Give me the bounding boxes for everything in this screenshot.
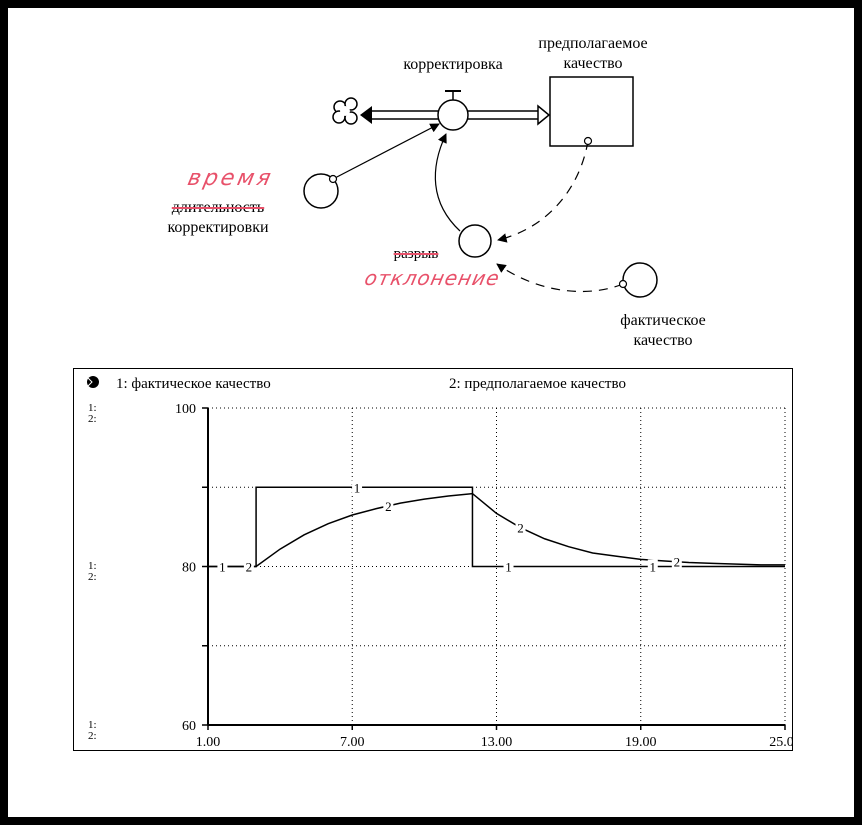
series-1-marker: 1: [219, 560, 226, 575]
y-tick-label: 80: [182, 561, 196, 576]
legend-series-1: 1: фактическое качество: [116, 376, 271, 392]
series-2-marker: 2: [385, 499, 392, 514]
series-2-marker-bg: [243, 559, 254, 573]
series-markers: 1 1 1 1 2 2 2 2: [217, 480, 682, 575]
series-1-line: [208, 486, 785, 568]
time-handwritten-note: время: [185, 166, 276, 191]
tick-labels: 1.00 7.00 13.00 19.00 25.00 100 80 60: [175, 402, 792, 750]
series-1-marker-bg: [352, 480, 363, 494]
gap-converter: [458, 224, 492, 258]
series-1-marker: 1: [505, 560, 512, 575]
axes: [202, 407, 786, 730]
stock-label-line2: качество: [563, 55, 623, 72]
y-tick-label: 60: [182, 719, 196, 734]
actual-label-line2: качество: [633, 332, 693, 349]
scale-mark-2: 2:: [88, 571, 97, 583]
scale-mark-1: 1:: [88, 402, 97, 414]
series-2-marker-bg: [515, 520, 526, 534]
series-1-marker-bg: [217, 559, 228, 573]
series-2-marker: 2: [246, 560, 253, 575]
flow-label: корректировка: [403, 56, 503, 73]
legend-series-2: 2: предполагаемое качество: [449, 376, 626, 392]
time-label: длительность корректировки: [158, 198, 278, 238]
scale-marks-bottom: 1: 2:: [88, 719, 97, 742]
actual-label-line1: фактическое: [620, 312, 706, 329]
series-1-marker: 1: [354, 480, 361, 495]
series-lines: [208, 486, 785, 568]
flow-valve: [437, 90, 469, 131]
time-label-line1: длительность: [171, 199, 265, 216]
scale-marks-top: 1: 2:: [88, 402, 97, 425]
graph-panel: 1: фактическое качество 2: предполагаемо…: [73, 368, 793, 751]
time-label-line2: корректировки: [167, 219, 269, 236]
series-1-marker-bg: [647, 559, 658, 573]
scale-mark-1: 1:: [88, 719, 97, 731]
y-tick-label: 100: [175, 402, 196, 417]
time-converter: [303, 173, 339, 209]
series-2-marker: 2: [517, 521, 524, 536]
grid: [208, 407, 786, 725]
x-tick-label: 19.00: [625, 735, 657, 750]
x-tick-label: 25.00: [769, 735, 792, 750]
series-1-marker-bg: [503, 559, 514, 573]
stock-label-line1: предполагаемое: [538, 35, 648, 52]
actual-label: фактическое качество: [593, 311, 733, 351]
actual-converter: [622, 262, 658, 298]
x-tick-label: 13.00: [481, 735, 513, 750]
x-tick-label: 7.00: [340, 735, 365, 750]
stock-label: предполагаемое качество: [518, 34, 668, 74]
scale-mark-2: 2:: [88, 730, 97, 742]
line-chart: 1: фактическое качество 2: предполагаемо…: [87, 376, 792, 750]
gap-handwritten-note: отклонение: [362, 266, 503, 290]
stock-box: [549, 76, 634, 147]
series-2-marker: 2: [674, 555, 681, 570]
stock-flow-diagram: [303, 76, 658, 298]
series-2-marker-bg: [671, 554, 682, 568]
x-tick-label: 1.00: [196, 735, 221, 750]
series-2-line: [208, 492, 785, 568]
series-1-marker: 1: [650, 560, 657, 575]
series-2-marker-bg: [383, 498, 394, 512]
gap-label: разрыв: [393, 246, 439, 262]
cloud-icon: [332, 97, 358, 125]
scale-marks-middle: 1: 2:: [88, 560, 97, 583]
scale-mark-2: 2:: [88, 413, 97, 425]
graph-pad-icon[interactable]: [87, 376, 99, 388]
page-frame: корректировка предполагаемое качество вр…: [8, 8, 854, 817]
scale-mark-1: 1:: [88, 560, 97, 572]
